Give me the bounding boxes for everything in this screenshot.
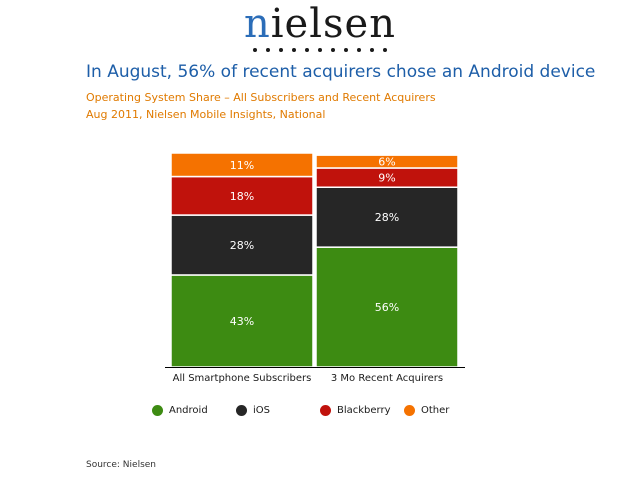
- bar-segment-other-1: [170, 152, 314, 178]
- x-tick-label-2: 3 Mo Recent Acquirers: [331, 373, 443, 384]
- bar-segment-android-1: [170, 274, 314, 368]
- source-note: Source: Nielsen: [86, 460, 157, 470]
- nielsen-logo: nielsen: [0, 4, 640, 52]
- legend-item-other: Other: [404, 405, 488, 416]
- data-label-android-1: 43%: [230, 315, 254, 328]
- logo-first-letter: n: [244, 1, 271, 47]
- chart-legend: Android iOS Blackberry Other: [0, 405, 640, 416]
- legend-swatch: [320, 405, 331, 416]
- legend-swatch: [236, 405, 247, 416]
- data-label-blackberry-2: 9%: [378, 172, 395, 185]
- legend-label: Blackberry: [337, 405, 391, 416]
- data-label-other-1: 11%: [230, 159, 254, 172]
- data-label-blackberry-1: 18%: [230, 190, 254, 203]
- legend-item-android: Android: [152, 405, 236, 416]
- x-tick-label-1: All Smartphone Subscribers: [173, 373, 312, 384]
- data-label-other-2: 6%: [378, 156, 395, 169]
- legend-label: Other: [421, 405, 450, 416]
- legend-label: Android: [169, 405, 208, 416]
- bar-segment-android-2: [315, 246, 459, 368]
- data-label-ios-2: 28%: [375, 211, 399, 224]
- bar-segment-blackberry-1: [170, 175, 314, 216]
- legend-swatch: [404, 405, 415, 416]
- chart-subtitle-date: Aug 2011, Nielsen Mobile Insights, Natio…: [86, 108, 326, 121]
- logo-rest: ielsen: [270, 1, 396, 47]
- stacked-bar-chart: 43% 28% 18% 11% All Smartphone Subscribers 56…: [165, 152, 465, 384]
- legend-label: iOS: [253, 405, 270, 416]
- legend-swatch: [152, 405, 163, 416]
- bar-segment-other-2: [315, 154, 459, 169]
- legend-item-ios: iOS: [236, 405, 320, 416]
- legend-item-blackberry: Blackberry: [320, 405, 404, 416]
- chart-headline: In August, 56% of recent acquirers chose…: [86, 62, 596, 82]
- data-label-ios-1: 28%: [230, 239, 254, 252]
- chart-subtitle: Operating System Share – All Subscribers…: [86, 91, 436, 104]
- data-label-android-2: 56%: [375, 301, 399, 314]
- logo-dots: [0, 48, 640, 52]
